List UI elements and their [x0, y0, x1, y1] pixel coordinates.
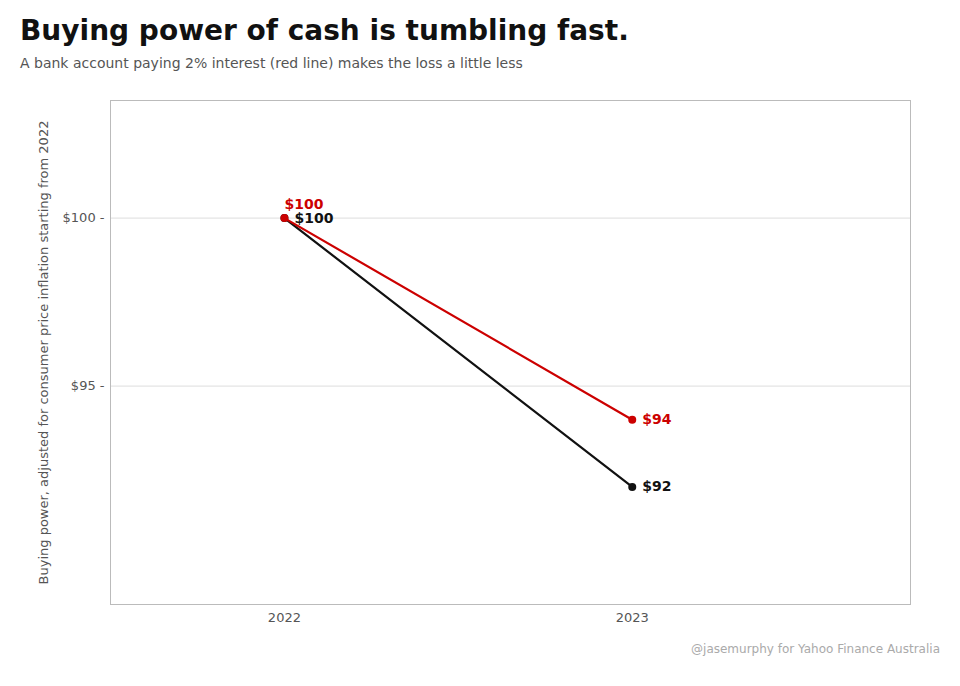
svg-text:$100: $100: [284, 195, 323, 211]
html-text:Buying power of cash is tumbli: Buying power of cash is tumbling fast.: [20, 14, 629, 47]
svg-text:$95 -: $95 -: [71, 378, 105, 393]
html-text:@jasemurphy for Yahoo Finance: @jasemurphy for Yahoo Finance Australia: [691, 641, 940, 656]
svg-text:$100: $100: [294, 209, 333, 225]
svg-text:2022: 2022: [268, 610, 301, 625]
svg-text:2023: 2023: [616, 610, 649, 625]
html-text:A bank account paying 2% inter: A bank account paying 2% interest (red l…: [20, 54, 523, 71]
svg-text:$100 -: $100 -: [63, 210, 105, 225]
svg-text:Buying power, adjusted for con: Buying power, adjusted for consumer pric…: [36, 120, 51, 584]
svg-text:$94: $94: [642, 411, 671, 427]
svg-text:$92: $92: [642, 478, 671, 494]
